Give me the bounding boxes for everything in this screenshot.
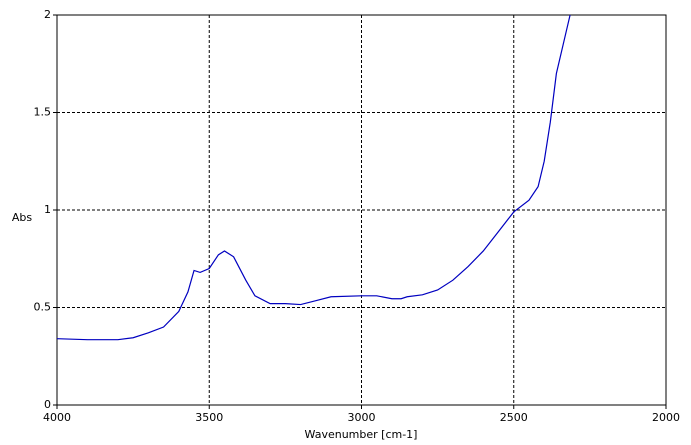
x-tick-label: 3500 (195, 411, 223, 424)
y-axis-label: Abs (12, 211, 33, 224)
x-tick-label: 2500 (500, 411, 528, 424)
y-tick-label: 0.5 (34, 301, 52, 314)
y-tick-label: 0 (44, 398, 51, 411)
spectrum-line (56, 14, 571, 341)
x-tick-label: 2000 (652, 411, 680, 424)
plot-frame (56, 14, 667, 406)
x-tick-label: 4000 (43, 411, 71, 424)
x-axis-label: Wavenumber [cm-1] (305, 428, 418, 441)
y-tick-label: 1 (44, 203, 51, 216)
y-tick-label: 1.5 (34, 106, 52, 119)
x-tick-label: 3000 (348, 411, 376, 424)
y-tick-label: 2 (44, 8, 51, 21)
